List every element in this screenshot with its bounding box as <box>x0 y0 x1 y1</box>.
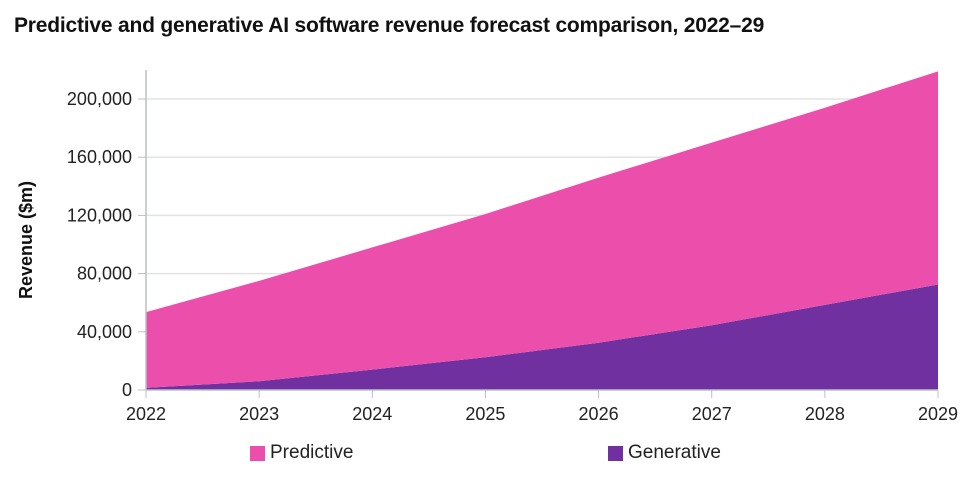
y-tick-label: 200,000 <box>67 89 132 109</box>
area-predictive <box>146 71 938 388</box>
y-tick-label: 160,000 <box>67 147 132 167</box>
x-tick-label: 2029 <box>918 404 958 424</box>
chart-title: Predictive and generative AI software re… <box>14 14 765 37</box>
x-tick-label: 2026 <box>579 404 619 424</box>
y-tick-label: 120,000 <box>67 205 132 225</box>
x-tick-labels: 2022 2023 2024 2025 2026 2027 2028 2029 <box>126 404 958 424</box>
legend-item-generative: Generative <box>608 442 721 464</box>
y-axis-label: Revenue ($m) <box>16 181 36 299</box>
x-tick-label: 2025 <box>465 404 505 424</box>
x-tick-label: 2024 <box>352 404 392 424</box>
x-tick-label: 2022 <box>126 404 166 424</box>
x-tick-label: 2023 <box>239 404 279 424</box>
area-generative <box>146 284 938 390</box>
x-tick-label: 2028 <box>805 404 845 424</box>
y-tick-label: 0 <box>122 380 132 400</box>
y-tick-labels: 0 40,000 80,000 120,000 160,000 200,000 <box>67 89 132 400</box>
legend-label-predictive: Predictive <box>270 442 354 463</box>
legend-label-generative: Generative <box>628 442 721 463</box>
y-tick-label: 80,000 <box>77 264 132 284</box>
legend-swatch-generative <box>608 445 623 461</box>
areas <box>146 71 938 390</box>
y-tick-label: 40,000 <box>77 322 132 342</box>
legend-item-predictive: Predictive <box>250 442 353 464</box>
legend-swatch-predictive <box>250 445 265 461</box>
axes <box>138 70 939 398</box>
x-tick-label: 2027 <box>692 404 732 424</box>
